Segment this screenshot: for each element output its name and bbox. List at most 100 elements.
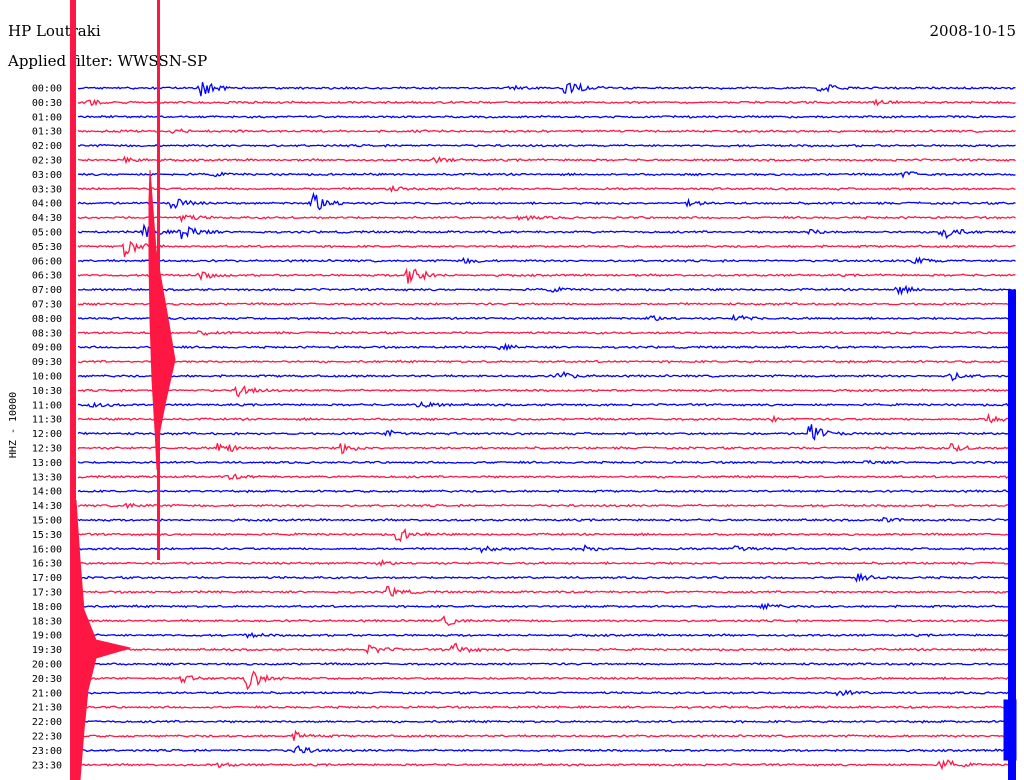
trace-row [77,171,1016,179]
time-label: 03:30 [32,184,62,195]
time-label: 22:00 [32,717,62,728]
trace-row [77,661,1016,667]
trace-row [77,359,1016,364]
lower-left-coda [75,499,132,780]
time-label: 12:30 [32,444,62,455]
trace-row [77,527,1016,543]
trace-row [77,615,1016,627]
trace-row [77,128,1016,134]
trace-row [77,489,1016,494]
time-label: 09:00 [32,343,62,354]
trace-row [77,442,1016,455]
time-label: 16:00 [32,544,62,555]
trace-row [77,412,1016,424]
right-edge-burst [1003,699,1017,761]
time-label: 17:00 [32,573,62,584]
time-labels: 00:00 00:30 01:00 01:30 02:00 02:30 03:00 03:30… [32,84,62,772]
time-label: 18:30 [32,616,62,627]
trace-row [77,184,1016,193]
trace-row [77,370,1016,382]
time-label: 21:00 [32,688,62,699]
saturated-left-trace [70,0,76,780]
trace-row [77,400,1016,409]
time-label: 23:00 [32,746,62,757]
time-label: 15:30 [32,530,62,541]
trace-row [77,191,1016,211]
time-label: 04:30 [32,213,62,224]
time-label: 06:30 [32,271,62,282]
time-label: 00:30 [32,98,62,109]
trace-row [77,759,1016,771]
time-label: 03:00 [32,170,62,181]
trace-row [77,586,1016,597]
trace-row [77,214,1016,224]
trace-row [77,240,1016,257]
large-event-traces [70,0,1017,780]
trace-row [77,256,1016,265]
station-title: HP Loutraki [8,22,101,40]
trace-row [77,330,1016,336]
trace-row [77,155,1016,165]
time-label: 19:30 [32,645,62,656]
trace-row [77,572,1016,583]
time-label: 14:00 [32,487,62,498]
trace-row [77,502,1016,510]
time-label: 22:30 [32,732,62,743]
trace-row [77,743,1016,759]
trace-row [78,558,1016,567]
trace-row [77,689,1016,697]
trace-row [77,313,1016,322]
trace-row [77,114,1016,119]
time-label: 19:00 [32,631,62,642]
large-event-coda [148,169,176,471]
time-label: 02:00 [32,141,62,152]
channel-axis-label: HHZ - 10000 [8,392,19,458]
time-label: 07:30 [32,300,62,311]
trace-row [77,342,1016,352]
time-label: 18:00 [32,602,62,613]
trace-row [77,642,1016,655]
time-label: 06:00 [32,256,62,267]
trace-row [77,267,1016,284]
time-label: 15:00 [32,516,62,527]
trace-row [77,143,1016,148]
time-label: 13:30 [32,472,62,483]
time-label: 12:00 [32,429,62,440]
time-label: 20:00 [32,660,62,671]
time-label: 08:00 [32,314,62,325]
time-label: 16:30 [32,559,62,570]
time-label: 00:00 [32,84,62,95]
trace-row [77,631,1016,639]
trace-row [77,473,1016,481]
time-label: 11:30 [32,415,62,426]
trace-row [77,719,1016,724]
trace-row [77,544,1016,554]
time-label: 21:30 [32,703,62,714]
trace-row [77,98,1016,107]
time-label: 23:30 [32,760,62,771]
time-label: 01:30 [32,127,62,138]
trace-row [77,602,1016,611]
trace-row [77,705,1016,710]
time-label: 02:30 [32,156,62,167]
trace-row [77,284,1016,296]
record-date: 2008-10-15 [930,22,1016,40]
trace-row [77,81,1016,97]
trace-row [77,459,1016,465]
time-label: 07:00 [32,285,62,296]
time-label: 04:00 [32,199,62,210]
trace-row [77,301,1016,307]
time-label: 14:30 [32,501,62,512]
time-label: 11:00 [32,400,62,411]
time-label: 10:00 [32,372,62,383]
time-label: 09:30 [32,357,62,368]
time-label: 05:30 [32,242,62,253]
trace-row [77,516,1016,523]
trace-row [77,729,1016,741]
trace-row [77,223,1016,240]
time-label: 05:00 [32,228,62,239]
trace-row [77,424,1016,441]
trace-row [77,670,1016,691]
time-label: 17:30 [32,588,62,599]
